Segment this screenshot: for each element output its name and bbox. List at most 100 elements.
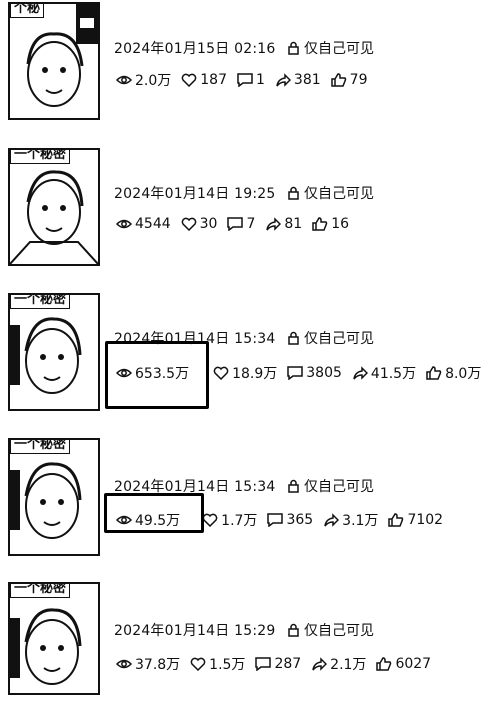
post-item[interactable]: 一个秘密 2024年01月14日 15:34 仅自己可见 49.5万 1.7万 … (0, 438, 501, 578)
comments-stat[interactable]: 1 (237, 72, 265, 88)
share-icon (312, 657, 328, 671)
likes-count: 1.7万 (221, 513, 258, 529)
post-thumbnail[interactable]: 一个秘密 (8, 582, 100, 695)
thumbnail-caption: 个秘 (10, 4, 45, 18)
thumbs-stat[interactable]: 8.0万 (426, 363, 481, 383)
thumbnail-caption: 一个秘密 (10, 440, 71, 454)
views-count: 653.5万 (135, 366, 190, 382)
views-stat: 653.5万 (116, 363, 189, 383)
likes-stat[interactable]: 30 (181, 216, 218, 232)
thumbs-up-icon (426, 366, 442, 380)
heart-icon (181, 217, 196, 231)
post-stats: 49.5万 1.7万 365 3.1万 7102 (116, 510, 453, 530)
visibility-status[interactable]: 仅自己可见 (288, 620, 374, 640)
views-stat: 4544 (116, 216, 171, 232)
shares-count: 381 (293, 72, 321, 88)
post-stats: 2.0万 187 1 381 79 (116, 70, 377, 90)
lock-icon (288, 186, 299, 200)
comment-icon (267, 513, 284, 527)
lock-icon (288, 479, 299, 493)
likes-stat[interactable]: 1.5万 (190, 654, 245, 674)
thumbs-count: 7102 (407, 512, 444, 528)
comments-stat[interactable]: 7 (227, 216, 255, 232)
post-thumbnail[interactable]: 一个秘密 (8, 438, 100, 556)
eye-icon (116, 75, 132, 85)
comments-count: 1 (256, 72, 265, 88)
likes-stat[interactable]: 1.7万 (202, 510, 257, 530)
portrait-image (10, 462, 82, 539)
views-count: 49.5万 (135, 513, 181, 529)
share-icon (276, 73, 291, 87)
post-date: 2024年01月14日 19:25 (114, 186, 276, 202)
post-date: 2024年01月14日 15:29 (114, 623, 276, 639)
heart-icon (190, 657, 206, 671)
views-count: 37.8万 (135, 657, 181, 673)
heart-icon (213, 366, 229, 380)
thumbnail-caption: 一个秘密 (10, 584, 71, 598)
comments-count: 287 (274, 656, 302, 672)
post-item[interactable]: 个秘 2024年01月15日 02:16 仅自己可见 2.0万 187 1 38… (0, 2, 501, 142)
post-thumbnail[interactable]: 一个秘密 (8, 293, 100, 411)
thumbs-up-icon (330, 73, 346, 87)
visibility-status[interactable]: 仅自己可见 (288, 328, 374, 348)
comment-icon (287, 366, 304, 380)
lock-icon (288, 41, 299, 55)
thumbs-up-icon (376, 657, 392, 671)
thumbs-stat[interactable]: 6027 (376, 656, 431, 672)
post-item[interactable]: 一个秘密 2024年01月14日 19:25 仅自己可见 4544 30 7 8… (0, 148, 501, 288)
views-count: 2.0万 (135, 73, 172, 89)
shares-count: 2.1万 (330, 657, 367, 673)
visibility-status[interactable]: 仅自己可见 (288, 38, 374, 58)
views-highlight-box (104, 493, 204, 533)
thumbnail-caption: 一个秘密 (10, 150, 71, 164)
post-item[interactable]: 一个秘密 2024年01月14日 15:29 仅自己可见 37.8万 1.5万 … (0, 582, 501, 722)
shares-stat[interactable]: 41.5万 (352, 363, 416, 383)
likes-stat[interactable]: 187 (181, 72, 227, 88)
post-item[interactable]: 一个秘密 2024年01月14日 15:34 仅自己可见 653.5万 18.9… (0, 293, 501, 433)
portrait-image (10, 170, 98, 264)
comments-stat[interactable]: 3805 (287, 365, 342, 381)
shares-count: 41.5万 (370, 366, 417, 382)
post-stats: 653.5万 18.9万 3805 41.5万 8.0万 (116, 363, 491, 383)
comment-icon (237, 73, 253, 87)
share-icon (266, 217, 282, 231)
comments-stat[interactable]: 365 (267, 512, 313, 528)
comments-count: 365 (286, 512, 314, 528)
heart-icon (181, 73, 197, 87)
comments-stat[interactable]: 287 (255, 656, 301, 672)
portrait-image (26, 4, 98, 107)
views-highlight-box (105, 341, 209, 409)
views-stat: 2.0万 (116, 70, 171, 90)
thumbs-stat[interactable]: 79 (330, 72, 368, 88)
thumbs-count: 8.0万 (445, 366, 482, 382)
lock-icon (288, 623, 299, 637)
portrait-image (10, 317, 82, 394)
shares-stat[interactable]: 3.1万 (323, 510, 378, 530)
shares-stat[interactable]: 2.1万 (311, 654, 366, 674)
likes-count: 30 (199, 216, 218, 232)
lock-icon (288, 331, 299, 345)
post-thumbnail[interactable]: 个秘 (8, 2, 100, 120)
post-stats: 37.8万 1.5万 287 2.1万 6027 (116, 654, 441, 674)
heart-icon (202, 513, 218, 527)
shares-stat[interactable]: 381 (275, 72, 321, 88)
views-count: 4544 (135, 216, 171, 232)
thumbs-count: 6027 (395, 656, 432, 672)
thumbs-stat[interactable]: 7102 (388, 512, 443, 528)
visibility-status[interactable]: 仅自己可见 (288, 183, 374, 203)
post-date: 2024年01月14日 15:34 (114, 479, 276, 495)
views-stat: 37.8万 (116, 654, 180, 674)
thumbs-count: 79 (349, 72, 368, 88)
post-thumbnail[interactable]: 一个秘密 (8, 148, 100, 266)
eye-icon (116, 515, 132, 525)
shares-count: 3.1万 (342, 513, 379, 529)
likes-stat[interactable]: 18.9万 (213, 363, 277, 383)
post-stats: 4544 30 7 81 16 (116, 216, 359, 232)
shares-stat[interactable]: 81 (265, 216, 302, 232)
comments-count: 7 (246, 216, 256, 232)
thumbs-stat[interactable]: 16 (312, 216, 349, 232)
thumbs-up-icon (312, 217, 328, 231)
portrait-image (10, 608, 82, 685)
visibility-status[interactable]: 仅自己可见 (288, 476, 374, 496)
eye-icon (116, 659, 132, 669)
